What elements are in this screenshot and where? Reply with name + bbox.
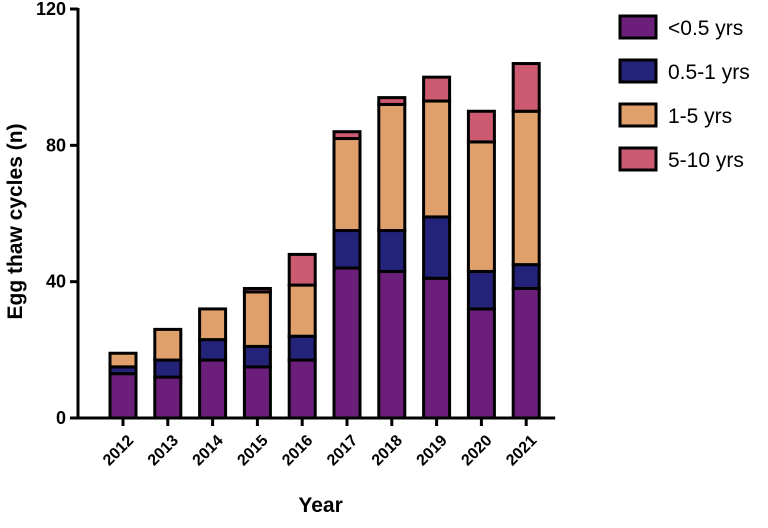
y-tick-label: 80 bbox=[46, 135, 66, 155]
legend-swatch-3 bbox=[618, 146, 658, 172]
bar-segment-2012-0 bbox=[108, 372, 138, 420]
bar-segment-2019-3 bbox=[422, 75, 452, 103]
bar-segment-2021-1 bbox=[511, 263, 541, 290]
x-tick-label: 2019 bbox=[414, 432, 451, 469]
x-axis-title: Year bbox=[298, 494, 342, 517]
legend-swatch-2 bbox=[618, 102, 658, 128]
bar-segment-2019-1 bbox=[422, 215, 452, 280]
legend-label-1: 0.5-1 yrs bbox=[668, 61, 750, 84]
bar-segment-2018-0 bbox=[377, 269, 407, 420]
bar-segment-2015-3 bbox=[242, 286, 272, 294]
y-ticks: 0 40 80 120 bbox=[36, 0, 78, 428]
axes-layer bbox=[76, 8, 556, 420]
x-tick-label: 2018 bbox=[369, 432, 406, 469]
bar-segment-2016-3 bbox=[287, 252, 317, 287]
y-tick-label: 0 bbox=[56, 408, 66, 428]
bar-segment-2015-1 bbox=[242, 344, 272, 369]
x-tick-label: 2016 bbox=[279, 432, 316, 469]
legend-label-2: 1-5 yrs bbox=[668, 105, 732, 128]
legend-swatch-1 bbox=[618, 58, 658, 84]
y-tick-label: 120 bbox=[36, 0, 66, 19]
bar-segment-2018-2 bbox=[377, 102, 407, 233]
bar-segment-2013-0 bbox=[153, 375, 183, 420]
bar-segment-2017-1 bbox=[332, 229, 362, 270]
x-tick-label: 2021 bbox=[503, 432, 540, 469]
y-tick-label: 40 bbox=[46, 272, 66, 292]
legend-swatch-0 bbox=[618, 14, 658, 40]
bar-segment-2012-2 bbox=[108, 351, 138, 369]
x-tick-label: 2013 bbox=[145, 432, 182, 469]
legend: <0.5 yrs 0.5-1 yrs 1-5 yrs 5-10 yrs bbox=[618, 14, 750, 172]
bar-segment-2017-0 bbox=[332, 266, 362, 420]
bar-segment-2014-2 bbox=[198, 307, 228, 342]
legend-label-3: 5-10 yrs bbox=[668, 149, 744, 172]
bar-segment-2020-3 bbox=[466, 109, 496, 144]
bar-segment-2015-0 bbox=[242, 365, 272, 420]
bar-segment-2021-3 bbox=[511, 62, 541, 113]
bar-segment-2014-1 bbox=[198, 338, 228, 362]
x-tick-label: 2012 bbox=[100, 432, 137, 469]
x-tick-label: 2014 bbox=[190, 432, 227, 469]
y-axis-title: Egg thaw cycles (n) bbox=[4, 123, 27, 319]
bar-segment-2021-2 bbox=[511, 109, 541, 267]
bar-segment-2020-2 bbox=[466, 140, 496, 273]
bars-layer bbox=[108, 62, 541, 420]
bar-segment-2016-1 bbox=[287, 334, 317, 362]
x-tick-label: 2015 bbox=[234, 432, 271, 469]
bar-segment-2020-1 bbox=[466, 269, 496, 311]
bar-segment-2013-1 bbox=[153, 358, 183, 379]
x-tick-label: 2017 bbox=[324, 432, 361, 469]
bar-segment-2018-3 bbox=[377, 96, 407, 106]
bar-segment-2013-2 bbox=[153, 327, 183, 362]
bar-segment-2019-0 bbox=[422, 276, 452, 420]
bar-segment-2019-2 bbox=[422, 99, 452, 219]
bar-segment-2016-2 bbox=[287, 283, 317, 338]
x-tick-label: 2020 bbox=[458, 432, 495, 469]
bar-segment-2017-2 bbox=[332, 137, 362, 233]
bar-segment-2017-3 bbox=[332, 130, 362, 141]
bar-segment-2014-0 bbox=[198, 358, 228, 420]
bar-segment-2015-2 bbox=[242, 290, 272, 348]
x-ticks: 2012 2013 2014 2015 2016 2017 2018 2019 2020 2021 bbox=[100, 418, 540, 469]
bar-segment-2020-0 bbox=[466, 307, 496, 420]
bar-segment-2021-0 bbox=[511, 286, 541, 420]
bar-segment-2016-0 bbox=[287, 358, 317, 420]
bar-segment-2018-1 bbox=[377, 229, 407, 273]
legend-label-0: <0.5 yrs bbox=[668, 17, 743, 40]
